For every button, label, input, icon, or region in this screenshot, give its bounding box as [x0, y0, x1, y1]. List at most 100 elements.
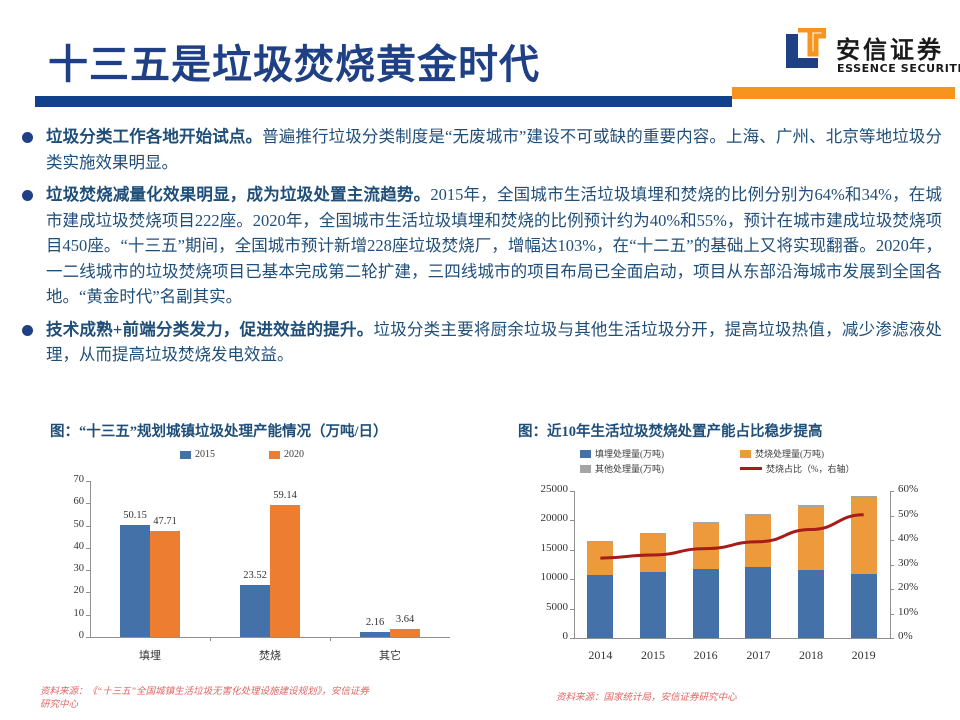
y-tick-label: 0 [78, 630, 84, 641]
bullet-body: 2015年，全国城市生活垃圾填埋和焚烧的比例分别为64%和34%，在城市建成垃圾… [46, 185, 943, 306]
legend-item: 2015 [180, 449, 215, 460]
bar-chart-capacity: 2015 2020 0 10 20 30 40 50 60 70 50.15 47.71 填埋 23.52… [50, 447, 470, 677]
chart-title-left: 图：“十三五”规划城镇垃圾处理产能情况（万吨/日） [50, 424, 388, 440]
legend-swatch-2020 [269, 450, 280, 459]
legend-label: 2015 [195, 449, 215, 460]
x-category-label: 2019 [851, 648, 876, 662]
list-item: 技术成熟+前端分类发力，促进效益的提升。垃圾分类主要将厨余垃圾与其他生活垃圾分开… [22, 317, 942, 368]
legend-swatch-2015 [180, 450, 191, 459]
list-item: 垃圾焚烧减量化效果明显，成为垃圾处置主流趋势。2015年，全国城市生活垃圾填埋和… [22, 182, 942, 310]
y-tick-label-right: 10% [898, 605, 919, 618]
legend-item: 2020 [269, 449, 304, 460]
bar-其它-2020 [390, 628, 420, 637]
source-note-left: 资料来源：《“十三五”全国城镇生活垃圾无害化处理设施建设规划》，安信证券研究中心 [40, 687, 369, 710]
y-tick [86, 570, 90, 572]
y-tick-right [890, 564, 894, 566]
y-tick-label: 10 [73, 607, 85, 619]
bar-value-label: 3.64 [395, 613, 415, 625]
bullet-text: 技术成熟+前端分类发力，促进效益的提升。垃圾分类主要将厨余垃圾与其他生活垃圾分开… [46, 317, 942, 368]
bar-segment-2015-填埋处理量(万吨) [640, 571, 666, 638]
legend-row: 其他处理量(万吨) 焚烧占比（%，右轴） [580, 462, 880, 475]
y-tick [86, 503, 90, 505]
bar-焚烧-2015 [240, 584, 270, 637]
legend-item: 填埋处理量(万吨) [580, 447, 710, 460]
bar-填埋-2015 [120, 525, 150, 637]
bar-焚烧-2020 [270, 505, 300, 637]
slide-header: 十三五是垃圾焚烧黄金时代 安信证券 ESSENCE SECURITIES [0, 0, 960, 110]
list-item: 垃圾分类工作各地开始试点。普遍推行垃圾分类制度是“无废城市”建设不可或缺的重要内… [22, 124, 942, 175]
y-axis [90, 481, 91, 637]
y-tick-left [570, 520, 574, 522]
y-tick [86, 614, 90, 616]
y-tick-right [890, 613, 894, 615]
x-category-label: 2014 [588, 648, 613, 662]
legend-swatch [740, 449, 751, 458]
chart-title-right: 图：近10年生活垃圾焚烧处置产能占比稳步提高 [518, 424, 823, 440]
y-tick [86, 547, 90, 549]
y-tick-left [570, 579, 574, 581]
bar-value-label: 23.52 [243, 569, 267, 581]
y-tick-left [570, 549, 574, 551]
y-tick-label-left: 20000 [540, 512, 569, 525]
x-tick [330, 637, 331, 641]
legend-label: 焚烧占比（%，右轴） [766, 464, 855, 474]
bar-value-label: 59.14 [273, 490, 297, 502]
bar-segment-2015-焚烧处理量(万吨) [640, 533, 666, 572]
bullet-lead: 技术成熟+前端分类发力，促进效益的提升。 [46, 319, 374, 339]
bar-value-label: 50.15 [123, 510, 147, 522]
y-tick [86, 525, 90, 527]
x-axis [90, 637, 450, 638]
bullet-dot-icon [22, 190, 33, 201]
bar-value-label: 47.71 [153, 515, 177, 527]
x-category-label: 填埋 [139, 650, 161, 662]
legend-label: 填埋处理量(万吨) [595, 449, 664, 459]
bar-segment-2017-焚烧处理量(万吨) [745, 515, 772, 568]
y-tick-left [570, 491, 574, 492]
source-note-right: 资料来源：国家统计局，安信证券研究中心 [556, 693, 737, 703]
y-tick [86, 481, 90, 482]
page-title: 十三五是垃圾焚烧黄金时代 [48, 42, 540, 88]
logo-name-cn: 安信证券 [836, 36, 944, 64]
bullet-text: 垃圾焚烧减量化效果明显，成为垃圾处置主流趋势。2015年，全国城市生活垃圾填埋和… [46, 182, 942, 310]
bar-其它-2015 [360, 632, 390, 637]
bar-segment-2016-其他处理量(万吨) [692, 522, 719, 524]
y-tick-label-right: 20% [898, 581, 919, 593]
bullet-list: 垃圾分类工作各地开始试点。普遍推行垃圾分类制度是“无废城市”建设不可或缺的重要内… [22, 124, 942, 375]
y-tick-right [890, 540, 894, 541]
x-axis [574, 638, 890, 639]
bullet-body: 普遍推行垃圾分类制度是“无废城市”建设不可或缺的重要内容。上海、广州、北京等地垃… [46, 127, 942, 172]
y-tick-label: 60 [73, 496, 85, 508]
legend-item: 焚烧占比（%，右轴） [740, 462, 870, 475]
y-tick-label: 20 [73, 585, 85, 597]
bullet-lead: 垃圾焚烧减量化效果明显，成为垃圾处置主流趋势。 [46, 185, 431, 204]
bar-填埋-2020 [150, 530, 180, 637]
bar-segment-2019-填埋处理量(万吨) [850, 573, 877, 638]
bar-segment-2016-焚烧处理量(万吨) [692, 523, 719, 569]
legend-row: 填埋处理量(万吨) 焚烧处理量(万吨) [580, 447, 880, 460]
legend-label: 焚烧处理量(万吨) [755, 449, 824, 459]
header-rule-orange [732, 87, 955, 99]
bar-segment-2017-其他处理量(万吨) [745, 514, 772, 516]
chart-panel-right: 图：近10年生活垃圾焚烧处置产能占比稳步提高 填埋处理量(万吨) 焚烧处理量(万吨… [518, 420, 938, 682]
y-axis-left [574, 491, 575, 638]
bullet-dot-icon [22, 324, 33, 336]
stacked-bar-chart-incineration: 填埋处理量(万吨) 焚烧处理量(万吨) 其他处理量(万吨) 焚烧占比（%，右轴） 0 50… [518, 447, 938, 682]
y-tick-right [890, 638, 894, 639]
x-category-label: 2017 [746, 648, 771, 662]
bar-segment-2018-其他处理量(万吨) [798, 505, 824, 508]
x-category-label: 2015 [641, 648, 665, 662]
legend-line-swatch [740, 467, 762, 470]
legend-item: 其他处理量(万吨) [580, 462, 710, 475]
bullet-dot-icon [22, 132, 33, 143]
bar-segment-2014-焚烧处理量(万吨) [587, 542, 614, 576]
y-tick-right [890, 515, 894, 517]
header-rule-blue [35, 96, 732, 107]
bar-segment-2015-其他处理量(万吨) [640, 532, 666, 534]
bar-segment-2018-填埋处理量(万吨) [798, 570, 824, 638]
y-tick-label-left: 0 [562, 630, 569, 642]
bar-segment-2014-其他处理量(万吨) [587, 541, 614, 543]
y-tick-label: 70 [73, 474, 85, 485]
bar-segment-2019-其他处理量(万吨) [850, 496, 877, 499]
chart-panel-left: 图：“十三五”规划城镇垃圾处理产能情况（万吨/日） 2015 2020 0 10 20 3… [50, 420, 470, 677]
bullet-text: 垃圾分类工作各地开始试点。普遍推行垃圾分类制度是“无废城市”建设不可或缺的重要内… [46, 124, 942, 175]
